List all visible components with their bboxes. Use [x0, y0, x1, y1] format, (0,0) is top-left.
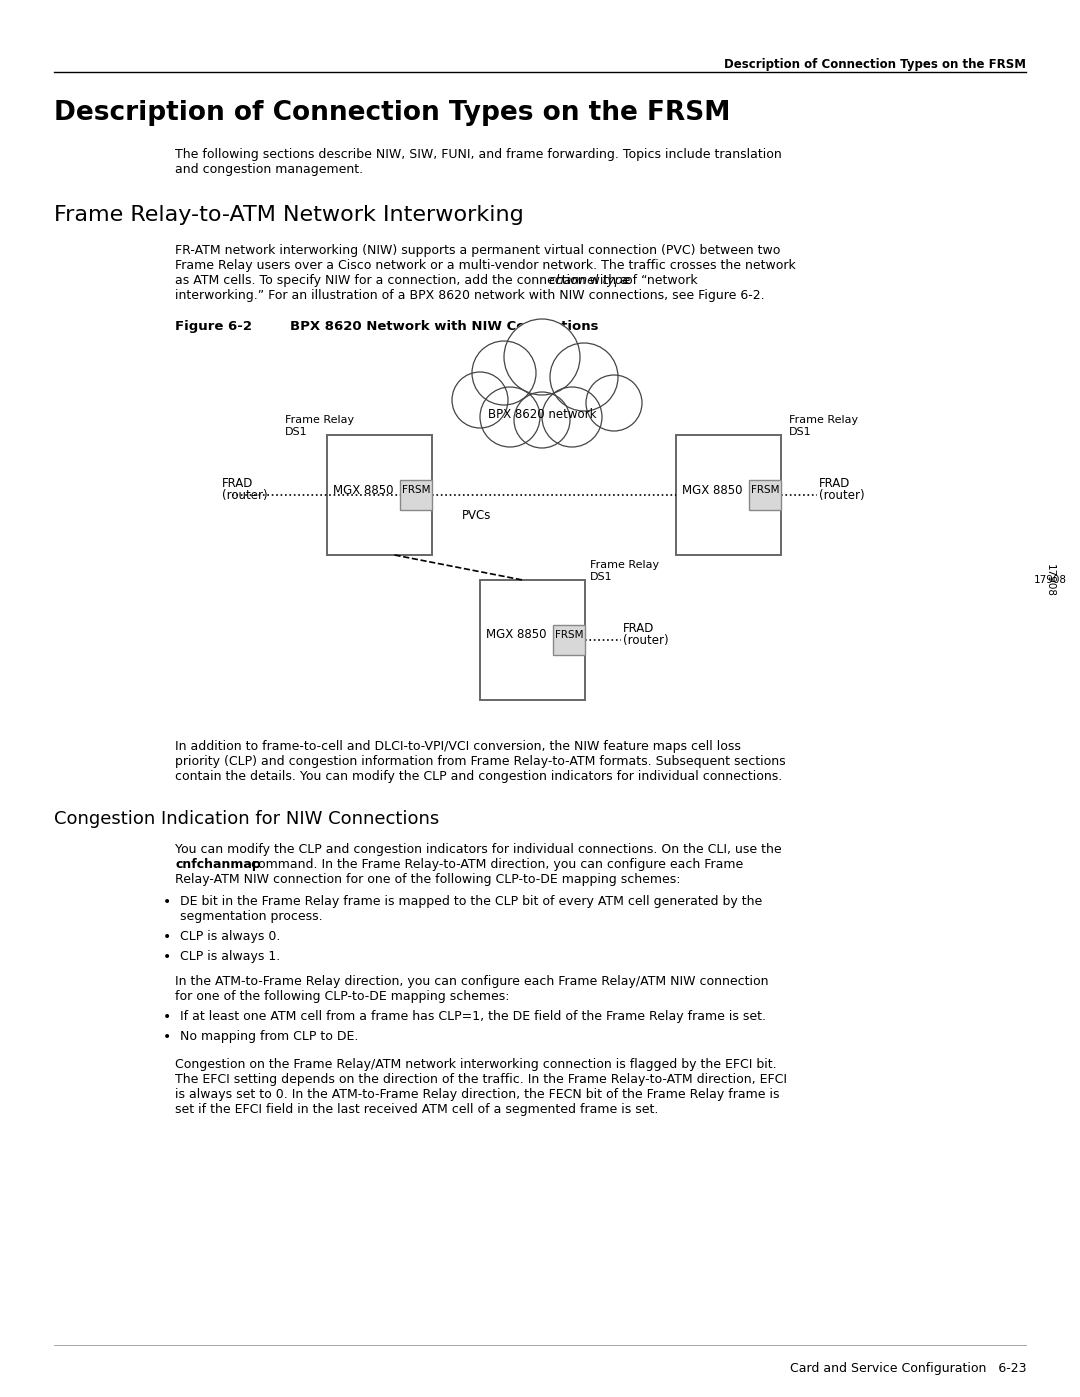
- Text: MGX 8850: MGX 8850: [334, 483, 394, 496]
- Text: cnfchanmap: cnfchanmap: [175, 858, 260, 870]
- Text: of “network: of “network: [621, 274, 698, 286]
- Text: •: •: [163, 895, 172, 909]
- Text: Congestion on the Frame Relay/ATM network interworking connection is flagged by : Congestion on the Frame Relay/ATM networ…: [175, 1058, 777, 1071]
- Bar: [327, 434, 432, 555]
- Text: (router): (router): [819, 489, 865, 502]
- Text: CLP is always 1.: CLP is always 1.: [180, 950, 280, 963]
- Text: DE bit in the Frame Relay frame is mapped to the CLP bit of every ATM cell gener: DE bit in the Frame Relay frame is mappe…: [180, 895, 762, 908]
- Text: channel type: channel type: [549, 274, 631, 286]
- Text: FRAD: FRAD: [222, 476, 254, 490]
- Text: DS1: DS1: [285, 427, 308, 437]
- Text: BPX 8620 Network with NIW Connections: BPX 8620 Network with NIW Connections: [291, 320, 598, 332]
- Text: PVCs: PVCs: [462, 509, 491, 522]
- Text: No mapping from CLP to DE.: No mapping from CLP to DE.: [180, 1030, 359, 1044]
- Text: MGX 8850: MGX 8850: [486, 629, 546, 641]
- Bar: [400, 481, 432, 510]
- Text: DS1: DS1: [590, 571, 612, 583]
- Text: Description of Connection Types on the FRSM: Description of Connection Types on the F…: [54, 101, 730, 126]
- Text: CLP is always 0.: CLP is always 0.: [180, 930, 281, 943]
- Text: Congestion Indication for NIW Connections: Congestion Indication for NIW Connection…: [54, 810, 440, 828]
- Text: The following sections describe NIW, SIW, FUNI, and frame forwarding. Topics inc: The following sections describe NIW, SIW…: [175, 148, 782, 161]
- Text: Card and Service Configuration   6-23: Card and Service Configuration 6-23: [789, 1362, 1026, 1375]
- Text: In addition to frame-to-cell and DLCI-to-VPI/VCI conversion, the NIW feature map: In addition to frame-to-cell and DLCI-to…: [175, 740, 741, 753]
- Text: 17908: 17908: [1034, 576, 1067, 585]
- Text: Frame Relay: Frame Relay: [285, 415, 354, 425]
- Text: for one of the following CLP-to-DE mapping schemes:: for one of the following CLP-to-DE mappi…: [175, 990, 510, 1003]
- Text: In the ATM-to-Frame Relay direction, you can configure each Frame Relay/ATM NIW : In the ATM-to-Frame Relay direction, you…: [175, 975, 769, 988]
- Text: MGX 8850: MGX 8850: [683, 483, 743, 496]
- Text: You can modify the CLP and congestion indicators for individual connections. On : You can modify the CLP and congestion in…: [175, 842, 782, 856]
- Text: Frame Relay users over a Cisco network or a multi-vendor network. The traffic cr: Frame Relay users over a Cisco network o…: [175, 258, 796, 272]
- Circle shape: [472, 341, 536, 405]
- Text: FRAD: FRAD: [819, 476, 850, 490]
- Text: Relay-ATM NIW connection for one of the following CLP-to-DE mapping schemes:: Relay-ATM NIW connection for one of the …: [175, 873, 680, 886]
- Text: FRAD: FRAD: [623, 622, 654, 636]
- Text: and congestion management.: and congestion management.: [175, 163, 363, 176]
- Bar: [676, 434, 781, 555]
- Text: is always set to 0. In the ATM-to-Frame Relay direction, the FECN bit of the Fra: is always set to 0. In the ATM-to-Frame …: [175, 1088, 780, 1101]
- Circle shape: [550, 344, 618, 411]
- Text: •: •: [163, 930, 172, 944]
- Bar: [553, 624, 585, 655]
- Circle shape: [453, 372, 508, 427]
- Bar: [480, 580, 585, 700]
- Text: If at least one ATM cell from a frame has CLP=1, the DE field of the Frame Relay: If at least one ATM cell from a frame ha…: [180, 1010, 766, 1023]
- Text: (router): (router): [623, 634, 669, 647]
- Text: 17908: 17908: [1045, 563, 1055, 597]
- Text: priority (CLP) and congestion information from Frame Relay-to-ATM formats. Subse: priority (CLP) and congestion informatio…: [175, 754, 785, 768]
- Text: Frame Relay-to-ATM Network Interworking: Frame Relay-to-ATM Network Interworking: [54, 205, 524, 225]
- Text: Frame Relay: Frame Relay: [789, 415, 859, 425]
- Text: BPX 8620 network: BPX 8620 network: [488, 408, 596, 422]
- Text: contain the details. You can modify the CLP and congestion indicators for indivi: contain the details. You can modify the …: [175, 770, 782, 782]
- Text: set if the EFCI field in the last received ATM cell of a segmented frame is set.: set if the EFCI field in the last receiv…: [175, 1104, 659, 1116]
- Circle shape: [480, 387, 540, 447]
- Text: The EFCI setting depends on the direction of the traffic. In the Frame Relay-to-: The EFCI setting depends on the directio…: [175, 1073, 787, 1085]
- Text: as ATM cells. To specify NIW for a connection, add the connection with a: as ATM cells. To specify NIW for a conne…: [175, 274, 632, 286]
- Text: Description of Connection Types on the FRSM: Description of Connection Types on the F…: [724, 59, 1026, 71]
- Text: •: •: [163, 950, 172, 964]
- Text: •: •: [163, 1030, 172, 1044]
- Circle shape: [586, 374, 642, 432]
- Circle shape: [504, 319, 580, 395]
- Text: (router): (router): [222, 489, 268, 502]
- Text: FRSM: FRSM: [555, 630, 583, 640]
- Text: •: •: [163, 1010, 172, 1024]
- Text: Frame Relay: Frame Relay: [590, 560, 659, 570]
- Circle shape: [514, 393, 570, 448]
- Circle shape: [542, 387, 602, 447]
- Text: command. In the Frame Relay-to-ATM direction, you can configure each Frame: command. In the Frame Relay-to-ATM direc…: [247, 858, 743, 870]
- Text: FRSM: FRSM: [402, 485, 430, 495]
- Text: interworking.” For an illustration of a BPX 8620 network with NIW connections, s: interworking.” For an illustration of a …: [175, 289, 765, 302]
- Text: segmentation process.: segmentation process.: [180, 909, 323, 923]
- Text: FRSM: FRSM: [751, 485, 780, 495]
- Text: FR-ATM network interworking (NIW) supports a permanent virtual connection (PVC) : FR-ATM network interworking (NIW) suppor…: [175, 244, 781, 257]
- Text: Figure 6-2: Figure 6-2: [175, 320, 252, 332]
- Bar: [750, 481, 781, 510]
- Text: DS1: DS1: [789, 427, 812, 437]
